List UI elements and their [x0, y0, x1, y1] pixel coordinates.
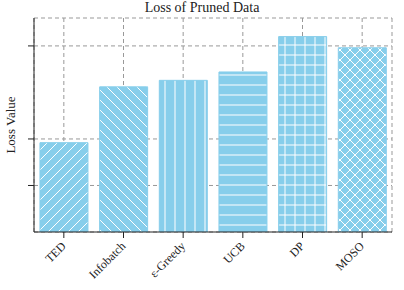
html-text:Loss of Pruned Data: Loss of Pruned Data [144, 0, 260, 15]
svg-text:TED: TED [42, 239, 69, 266]
svg-text:Infobatch: Infobatch [86, 239, 128, 281]
svg-text:MOSO: MOSO [333, 239, 368, 274]
svg-text:Loss Value: Loss Value [8, 96, 18, 153]
svg-text:DP: DP [287, 239, 308, 260]
svg-text:UCB: UCB [220, 239, 247, 266]
svg-text:ε-Greedy: ε-Greedy [147, 239, 188, 280]
